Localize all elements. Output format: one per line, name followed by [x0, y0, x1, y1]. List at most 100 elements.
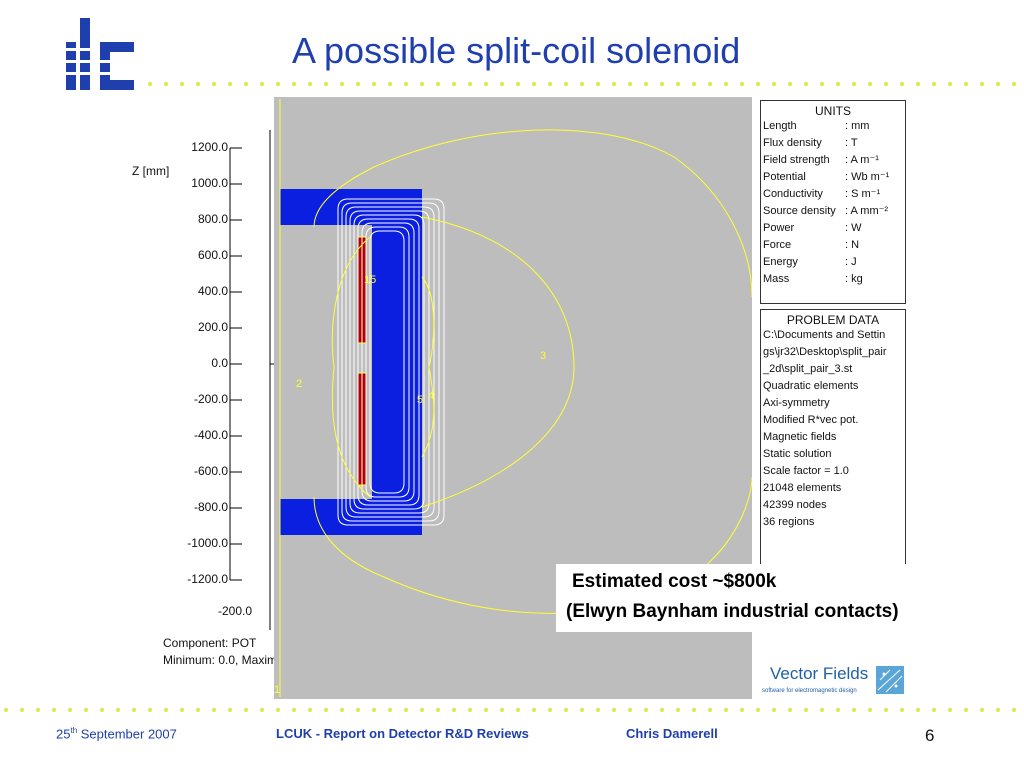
- decorative-dot: [755, 707, 761, 713]
- decorative-dot: [195, 707, 201, 713]
- decorative-dot: [371, 81, 377, 87]
- decorative-dot: [195, 81, 201, 87]
- decorative-dot: [867, 81, 873, 87]
- decorative-dot: [403, 81, 409, 87]
- decorative-dot: [595, 707, 601, 713]
- decorative-dot: [99, 707, 105, 713]
- units-row: Flux density : T: [761, 135, 905, 152]
- z-axis-tick-label: -800.0: [193, 500, 228, 514]
- decorative-dot: [851, 707, 857, 713]
- decorative-dot: [467, 81, 473, 87]
- units-row-key: Field strength: [763, 154, 830, 166]
- decorative-dot: [483, 81, 489, 87]
- ilc-logo: [66, 18, 134, 90]
- footer-date: 25th September 2007: [56, 726, 177, 741]
- z-axis-tick-label: 800.0: [197, 212, 228, 226]
- decorative-dot: [771, 81, 777, 87]
- iron-yoke: [280, 189, 422, 535]
- decorative-dot: [579, 81, 585, 87]
- decorative-dot: [227, 707, 233, 713]
- z-axis-tick-label: 600.0: [197, 248, 228, 262]
- decorative-dot: [915, 81, 921, 87]
- decorative-dot: [275, 81, 281, 87]
- z-axis-label: Z [mm]: [132, 164, 170, 178]
- decorative-dot: [3, 707, 9, 713]
- decorative-dot: [755, 81, 761, 87]
- decorative-dot: [691, 707, 697, 713]
- units-row-value: : mm: [845, 120, 870, 132]
- decorative-dot: [435, 707, 441, 713]
- z-axis-tick-label: 0.0: [211, 356, 228, 370]
- flux-line: [345, 206, 435, 518]
- decorative-dot: [707, 707, 713, 713]
- decorative-dot: [307, 707, 313, 713]
- problem-data-line: Quadratic elements: [763, 380, 859, 392]
- decorative-dot: [931, 81, 937, 87]
- flux-line: [369, 230, 405, 494]
- slide-title: A possible split-coil solenoid: [292, 30, 741, 71]
- decorative-dot: [451, 81, 457, 87]
- decorative-dot: [163, 707, 169, 713]
- units-row: Force: N: [761, 237, 905, 254]
- decorative-dot: [499, 707, 505, 713]
- z-axis-tick-label: -400.0: [193, 428, 228, 442]
- units-row: Mass: kg: [761, 271, 905, 288]
- problem-data-line: gs\jr32\Desktop\split_pair: [763, 346, 887, 358]
- units-row-value: : S m⁻¹: [845, 188, 881, 200]
- decorative-dot: [115, 707, 121, 713]
- decorative-dot: [51, 707, 57, 713]
- footer-date-suffix: th: [70, 726, 78, 735]
- decorative-dot: [339, 707, 345, 713]
- units-row-value: : T: [845, 137, 858, 149]
- decorative-dot: [787, 81, 793, 87]
- footer-date-day: 25: [56, 726, 71, 742]
- flux-line: [353, 214, 425, 510]
- decorative-dot: [387, 707, 393, 713]
- units-row-value: : kg: [845, 273, 863, 285]
- contour-label-3: 3: [540, 350, 546, 362]
- decorative-dot: [211, 707, 217, 713]
- decorative-dot: [979, 707, 985, 713]
- decorative-dot: [355, 707, 361, 713]
- decorative-dot: [883, 707, 889, 713]
- decorative-dot: [403, 707, 409, 713]
- units-row: Energy: J: [761, 254, 905, 271]
- decorative-dot: [355, 81, 361, 87]
- units-row: Source density: A mm⁻²: [761, 203, 905, 220]
- units-row-key: Flux density: [763, 137, 822, 149]
- flux-line: [337, 198, 445, 526]
- decorative-dot: [915, 707, 921, 713]
- top-dotted-rule: [147, 81, 1017, 87]
- units-row-key: Potential: [763, 171, 806, 183]
- decorative-dot: [499, 81, 505, 87]
- z-axis-tick-label: -1200.0: [187, 572, 228, 586]
- problem-data-line: 42399 nodes: [763, 499, 827, 511]
- decorative-dot: [675, 707, 681, 713]
- problem-data-title: PROBLEM DATA: [786, 313, 880, 327]
- units-row-value: : A m⁻¹: [845, 154, 879, 166]
- decorative-dot: [883, 81, 889, 87]
- problem-data-line: 21048 elements: [763, 482, 842, 494]
- contour-label-2: 2: [296, 378, 302, 390]
- decorative-dot: [659, 81, 665, 87]
- decorative-dot: [1011, 81, 1017, 87]
- decorative-dot: [467, 707, 473, 713]
- vector-fields-tagline: software for electromagnetic design: [762, 688, 857, 694]
- decorative-dot: [531, 707, 537, 713]
- decorative-dot: [707, 81, 713, 87]
- flux-line: [361, 222, 415, 502]
- problem-data-line: Magnetic fields: [763, 431, 837, 443]
- units-row-key: Length: [763, 120, 797, 132]
- decorative-dot: [19, 707, 25, 713]
- z-axis-tick-label: 1200.0: [191, 140, 228, 154]
- z-axis-tick-label: 1000.0: [191, 176, 228, 190]
- flux-line: [365, 226, 410, 498]
- decorative-dot: [35, 707, 41, 713]
- decorative-dot: [995, 81, 1001, 87]
- cost-source: (Elwyn Baynham industrial contacts): [566, 601, 899, 622]
- contour-label-1: 1: [274, 684, 280, 696]
- decorative-dot: [515, 707, 521, 713]
- decorative-dot: [179, 81, 185, 87]
- decorative-dot: [323, 81, 329, 87]
- footer-date-rest: September 2007: [77, 726, 177, 742]
